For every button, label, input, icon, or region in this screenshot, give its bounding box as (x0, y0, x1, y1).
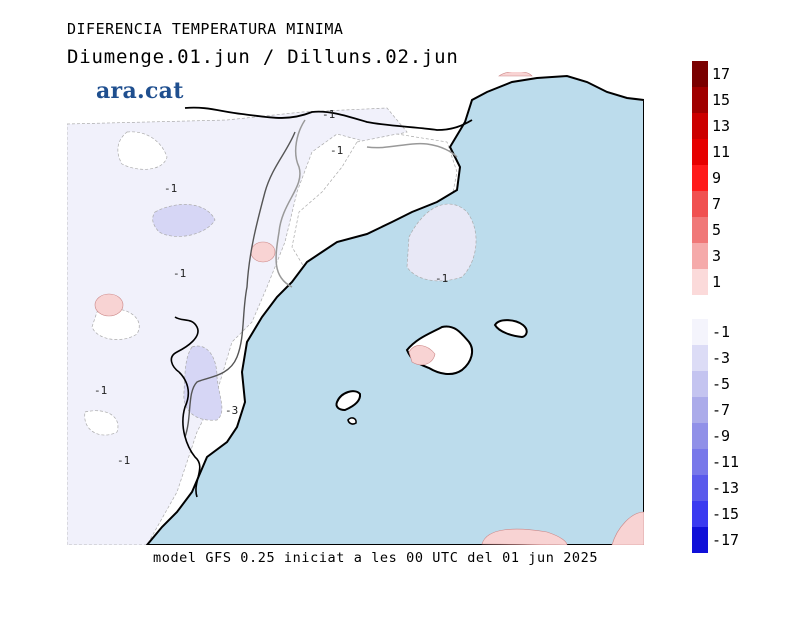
white-zone (84, 410, 119, 436)
legend-positive-scale: 17 15 13 11 9 7 5 3 1 (692, 61, 730, 295)
temperature-difference-map: -1 -1 -1 -1 -1 -1 -1 -3 (67, 72, 644, 545)
legend-swatch (692, 113, 708, 139)
contour-label: -3 (225, 404, 238, 417)
sea-plus-1-zone (611, 511, 644, 545)
legend-label: -9 (712, 427, 730, 445)
negative-anomaly-zone (67, 107, 408, 545)
legend-label: 9 (712, 169, 721, 187)
legend-label: 15 (712, 91, 730, 109)
minus-3-zone (152, 204, 216, 237)
legend-swatch (692, 449, 708, 475)
border-aragon (184, 131, 296, 438)
legend-label: -1 (712, 323, 730, 341)
legend-label: -3 (712, 349, 730, 367)
legend-swatch (692, 501, 708, 527)
plus-1-zone (250, 241, 276, 263)
legend-label: -13 (712, 479, 739, 497)
legend-swatch (692, 527, 708, 553)
legend-swatch (692, 269, 708, 295)
map-date-range: Diumenge.01.jun / Dilluns.02.jun (67, 46, 459, 68)
color-scale-legend: 17 15 13 11 9 7 5 3 1 -1 -3 -5 -7 -9 -11 -13 -15 -17 (692, 61, 739, 553)
island-formentera (347, 417, 357, 425)
legend-label: -15 (712, 505, 739, 523)
border-inland (366, 142, 458, 158)
border-pyrenees (184, 106, 473, 131)
legend-negative-scale: -1 -3 -5 -7 -9 -11 -13 -15 -17 (692, 319, 739, 553)
legend-swatch (692, 397, 708, 423)
contour-label: -1 (164, 182, 177, 195)
legend-label: -5 (712, 375, 730, 393)
sea-plus-1-zone (498, 72, 533, 77)
minus-3-zone (183, 345, 223, 421)
legend-swatch (692, 243, 708, 269)
legend-label: -11 (712, 453, 739, 471)
legend-label: 5 (712, 221, 721, 239)
plus-1-zone (94, 293, 124, 317)
border-catalonia (275, 119, 306, 288)
legend-swatch (692, 87, 708, 113)
legend-label: 3 (712, 247, 721, 265)
legend-label: 13 (712, 117, 730, 135)
sea-area (145, 74, 644, 545)
border-valencia (170, 316, 199, 373)
legend-swatch (692, 61, 708, 87)
legend-swatch (692, 423, 708, 449)
legend-swatch (692, 217, 708, 243)
legend-label: 7 (712, 195, 721, 213)
border-murcia (178, 371, 201, 498)
legend-label: -17 (712, 531, 739, 549)
legend-swatch (692, 371, 708, 397)
contour-label: -1 (173, 267, 186, 280)
brand-logo: ara.cat (96, 78, 184, 104)
legend-label: 11 (712, 143, 730, 161)
legend-swatch (692, 165, 708, 191)
legend-swatch (692, 475, 708, 501)
white-zone (117, 131, 168, 170)
contour-label: -1 (435, 272, 448, 285)
sea-plus-1-zone (481, 528, 568, 545)
sea-minus-1-zone (406, 203, 477, 282)
map-title: DIFERENCIA TEMPERATURA MINIMA (67, 20, 344, 38)
contour-label: -1 (117, 454, 130, 467)
model-info: model GFS 0.25 iniciat a les 00 UTC del … (153, 550, 599, 566)
legend-label: 17 (712, 65, 730, 83)
island-eivissa (335, 390, 362, 412)
legend-swatch (692, 139, 708, 165)
plus-1-zone (408, 345, 436, 366)
legend-swatch (692, 319, 708, 345)
island-menorca (493, 319, 528, 339)
legend-label: -7 (712, 401, 730, 419)
contour-label: -1 (330, 144, 343, 157)
contour-label: -1 (322, 108, 335, 121)
legend-swatch (692, 191, 708, 217)
contour-label: -1 (94, 384, 107, 397)
legend-swatch (692, 345, 708, 371)
legend-label: 1 (712, 273, 721, 291)
